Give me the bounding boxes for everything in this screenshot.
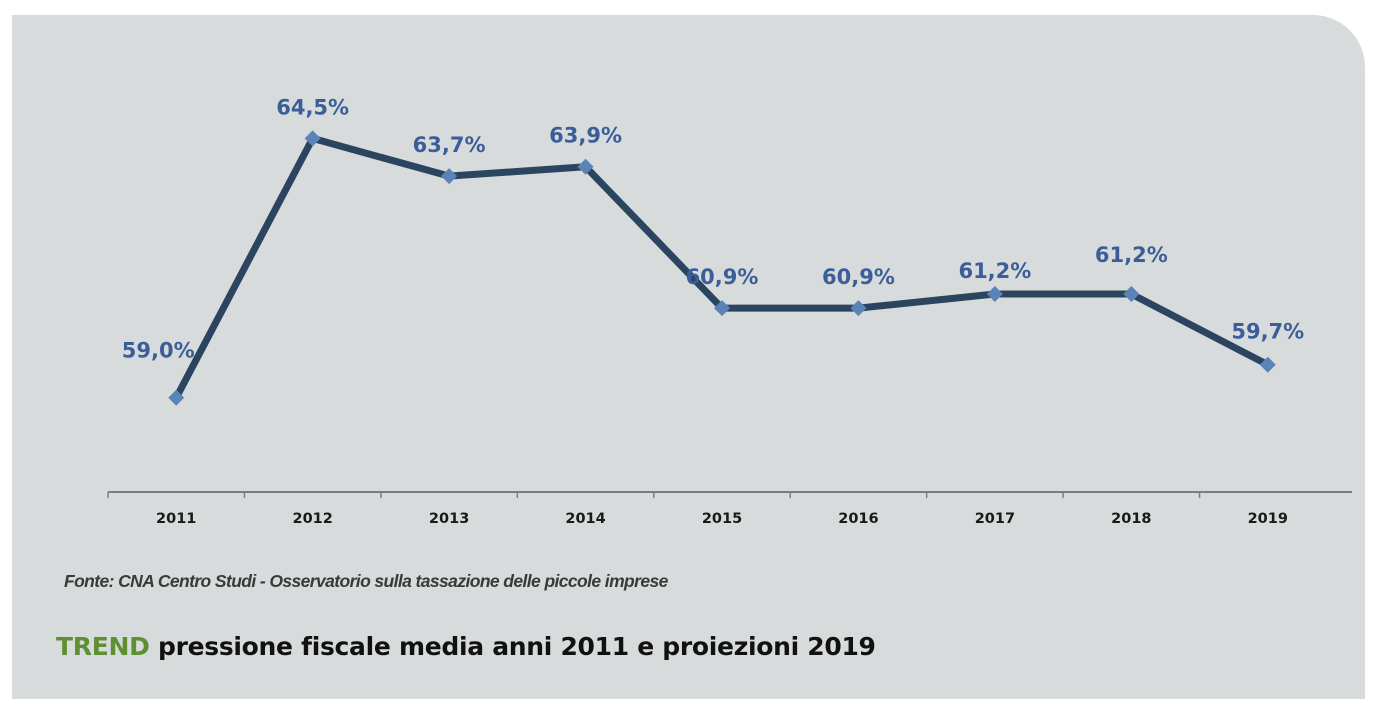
data-label: 60,9%	[686, 265, 759, 289]
data-point-marker	[714, 300, 730, 317]
x-tick-label: 2019	[1248, 511, 1288, 527]
data-point-marker	[1123, 286, 1140, 302]
data-label: 63,7%	[413, 133, 486, 157]
x-tick-label: 2016	[838, 511, 878, 527]
x-tick-label: 2013	[429, 511, 469, 527]
data-point-marker	[850, 300, 867, 317]
data-point-marker	[577, 158, 594, 175]
data-point-marker	[304, 130, 321, 147]
data-label: 64,5%	[276, 95, 349, 119]
data-point-marker	[441, 168, 458, 185]
x-tick-label: 2011	[156, 511, 196, 527]
data-point-marker	[168, 389, 185, 406]
x-tick-label: 2015	[702, 511, 742, 527]
data-label: 61,2%	[1095, 243, 1168, 267]
data-label: 59,7%	[1231, 320, 1304, 344]
chart-source: Fonte: CNA Centro Studi - Osservatorio s…	[64, 571, 668, 591]
x-tick-label: 2017	[975, 511, 1015, 527]
chart-title-text: pressione fiscale media anni 2011 e proi…	[157, 632, 876, 661]
chart-panel	[12, 15, 1365, 699]
data-label: 60,9%	[822, 265, 895, 289]
data-point-marker	[986, 286, 1003, 302]
x-tick-label: 2014	[565, 511, 605, 527]
data-label: 59,0%	[122, 339, 195, 363]
x-tick-label: 2018	[1111, 511, 1151, 527]
data-point-marker	[1259, 356, 1276, 373]
data-label: 61,2%	[958, 259, 1031, 283]
x-tick-label: 2012	[292, 511, 332, 527]
data-label: 63,9%	[549, 124, 622, 148]
chart-title-highlight: TREND	[56, 632, 150, 661]
chart-title: TREND pressione fiscale media anni 2011 …	[56, 632, 876, 661]
